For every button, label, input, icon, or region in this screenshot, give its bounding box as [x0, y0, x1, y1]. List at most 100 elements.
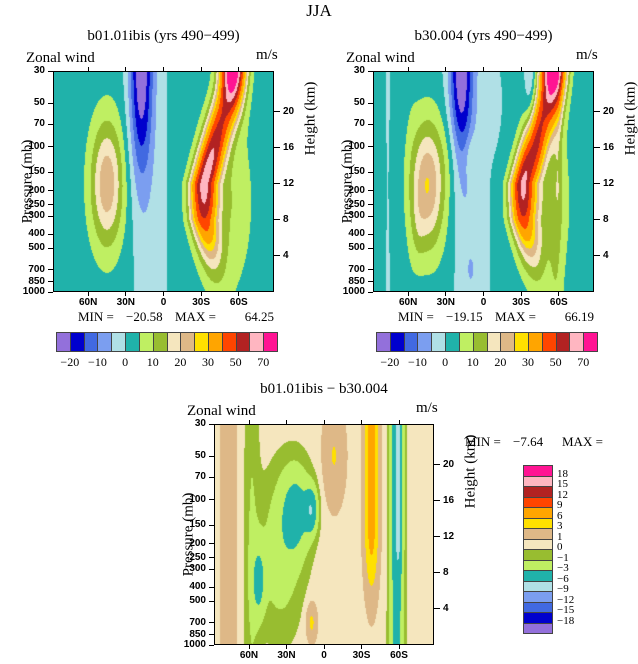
y-tick-mark: [368, 123, 373, 125]
top_left-x-tick-label: 30S: [192, 297, 211, 308]
top_left-y-tick-label: 400: [28, 228, 45, 240]
top_left-colorbar-label: −20: [60, 355, 80, 369]
top_right-right-tick-label: 16: [603, 141, 615, 153]
y-tick-mark: [48, 70, 53, 72]
y-tick-mark: [368, 146, 373, 148]
bottom-y-tick-label: 70: [194, 471, 206, 483]
bottom-y-axis-label: Pressure (mb): [180, 492, 197, 576]
top_right-colorbar-box: [458, 332, 474, 352]
right-tick-mark: [274, 255, 280, 257]
top_left-colorbar-box: [152, 332, 168, 352]
top_left-colorbar-label: 50: [229, 355, 242, 369]
right-tick-mark: [434, 572, 440, 574]
y-tick-mark: [209, 557, 214, 559]
top_right-colorbar-box: [527, 332, 543, 352]
x-tick-mark-top: [87, 67, 89, 71]
x-tick-mark-top: [238, 67, 240, 71]
bottom-x-tick-label: 0: [321, 650, 327, 661]
top_left-y-tick-label: 300: [28, 210, 45, 222]
y-tick-mark: [48, 291, 53, 293]
y-tick-mark: [209, 423, 214, 425]
x-tick-mark: [407, 292, 409, 296]
right-tick-mark: [434, 608, 440, 610]
y-tick-mark: [209, 644, 214, 646]
bottom-y-tick-label: 700: [189, 616, 206, 628]
bottom-colorbar-label: −1: [557, 551, 569, 564]
bottom-y-tick-label: 100: [189, 493, 206, 505]
bottom-colorbar-label: −12: [557, 593, 575, 606]
top_right-title: b30.004 (yrs 490−499): [414, 28, 553, 44]
y-tick-mark: [48, 281, 53, 283]
x-tick-mark-top: [248, 420, 250, 424]
bottom-y-tick-label: 250: [189, 551, 206, 563]
right-tick-mark: [434, 500, 440, 502]
right-tick-mark: [434, 464, 440, 466]
top_left-colorbar-box: [69, 332, 85, 352]
top_left-colorbar-box: [221, 332, 237, 352]
y-tick-mark: [209, 499, 214, 501]
y-tick-mark: [48, 204, 53, 206]
bottom-colorbar-label: 3: [557, 520, 563, 532]
top_left-y-tick-label: 100: [28, 140, 45, 152]
top_left-colorbar-box: [166, 332, 182, 352]
bottom-colorbar-label: −6: [557, 572, 569, 585]
top_left-colorbar-label: −10: [88, 355, 107, 369]
top_left-colorbar-label: 10: [146, 355, 159, 369]
x-tick-mark: [125, 292, 127, 296]
top_left-colorbar-box: [235, 332, 251, 352]
top_left-units: m/s: [256, 47, 278, 63]
y-tick-mark: [48, 269, 53, 271]
right-tick-mark: [594, 147, 600, 149]
top_right-right-tick-label: 8: [603, 213, 609, 225]
top_right-colorbar-box: [555, 332, 571, 352]
bottom-right-tick-label: 4: [443, 602, 449, 614]
y-tick-mark: [48, 233, 53, 235]
top_left-colorbar-box: [194, 332, 209, 352]
top_left-x-tick-label: 30N: [116, 297, 135, 308]
top_left-contour-field: [53, 71, 274, 292]
top_left-x-tick-label: 0: [160, 297, 167, 308]
x-tick-mark-top: [445, 67, 447, 71]
x-tick-mark-top: [200, 67, 202, 71]
top_left-colorbar-box: [207, 332, 223, 352]
x-tick-mark: [286, 645, 287, 649]
x-tick-mark-top: [558, 67, 560, 71]
top_left-y-tick-label: 150: [28, 166, 45, 178]
top_left-min-value: −20.58: [126, 309, 163, 324]
x-tick-mark: [445, 292, 447, 296]
x-tick-mark-top: [163, 67, 164, 71]
top_right-colorbar-box: [500, 332, 516, 352]
bottom-colorbar-label: −3: [557, 562, 569, 574]
top_right-colorbar-box: [472, 332, 488, 352]
top_right-colorbar-box: [403, 332, 419, 352]
y-tick-mark: [368, 70, 373, 72]
right-tick-mark: [594, 255, 600, 257]
y-tick-mark: [368, 215, 373, 217]
top_left-y-tick-label: 200: [28, 184, 45, 196]
top_left-x-tick-label: 60S: [229, 297, 248, 308]
y-tick-mark: [209, 476, 214, 478]
y-tick-mark: [209, 586, 214, 588]
top_right-min-label: MIN =: [398, 309, 434, 324]
top_right-y-tick-label: 300: [348, 210, 365, 222]
top_left-colorbar-box: [263, 332, 278, 352]
bottom-y-tick-label: 400: [189, 581, 206, 593]
bottom-colorbar-label: 15: [557, 478, 568, 490]
top_right-y-tick-label: 100: [348, 140, 365, 152]
top_left-colorbar-box: [83, 332, 99, 352]
top_right-right-tick-label: 4: [603, 249, 609, 261]
top_left-max-label: MAX =: [175, 309, 216, 324]
top_right-right-tick-label: 20: [603, 105, 615, 117]
right-tick-mark: [594, 183, 600, 185]
top_right-left-string: Zonal wind: [346, 50, 415, 66]
top_right-contour-field: [373, 71, 594, 292]
top_left-left-string: Zonal wind: [26, 50, 95, 66]
top_right-y-tick-label: 400: [348, 228, 365, 240]
top_right-x-tick-label: 0: [480, 297, 487, 308]
bottom-right-axis-label: Height (km): [462, 434, 479, 508]
top_left-y-tick-label: 30: [33, 65, 45, 76]
top_right-colorbar-label: 30: [521, 355, 534, 369]
right-tick-mark: [274, 219, 280, 221]
bottom-y-tick-label: 850: [189, 628, 206, 640]
bottom-right-tick-label: 12: [443, 530, 455, 542]
